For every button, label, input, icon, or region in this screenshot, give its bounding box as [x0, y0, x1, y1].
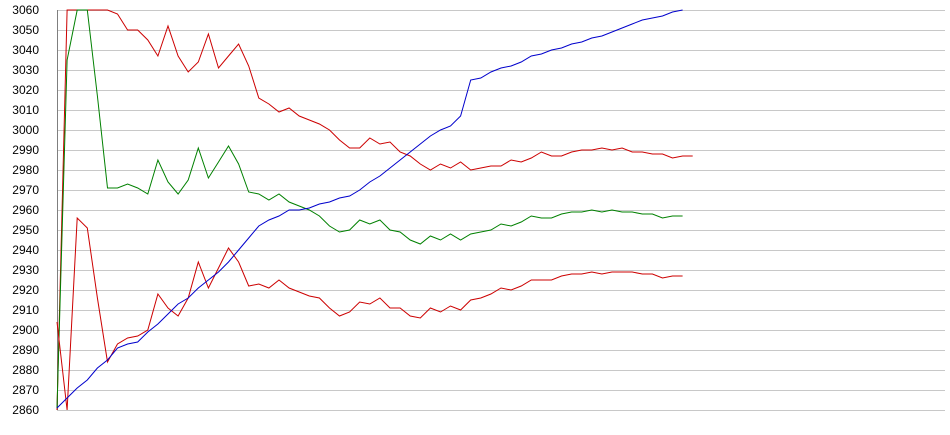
gridlines: [57, 10, 945, 411]
y-tick-label: 2970: [12, 183, 39, 197]
series-line-3: [56, 216, 683, 411]
y-tick-label: 2930: [12, 263, 39, 277]
y-tick-label: 3050: [12, 23, 39, 37]
y-tick-label: 2960: [12, 203, 39, 217]
series-line-2: [56, 9, 683, 409]
y-tick-label: 2950: [12, 223, 39, 237]
series-lines: [56, 9, 693, 411]
y-tick-label: 2920: [12, 283, 39, 297]
y-tick-label: 3010: [12, 103, 39, 117]
y-tick-label: 2870: [12, 383, 39, 397]
y-tick-label: 2900: [12, 323, 39, 337]
y-tick-label: 2980: [12, 163, 39, 177]
y-tick-label: 3040: [12, 43, 39, 57]
series-line-1: [56, 9, 693, 411]
y-tick-label: 3020: [12, 83, 39, 97]
y-tick-label: 3030: [12, 63, 39, 77]
y-tick-label: 3060: [12, 3, 39, 17]
y-tick-label: 2880: [12, 363, 39, 377]
y-tick-label: 2990: [12, 143, 39, 157]
y-tick-label: 2890: [12, 343, 39, 357]
y-tick-labels: 2860 2870 2880 2890 2900 2910 2920 2930 2940 2950…: [12, 3, 39, 417]
series-line-4: [56, 9, 683, 409]
y-tick-label: 2860: [12, 403, 39, 417]
y-tick-label: 3000: [12, 123, 39, 137]
y-tick-label: 2940: [12, 243, 39, 257]
y-tick-label: 2910: [12, 303, 39, 317]
